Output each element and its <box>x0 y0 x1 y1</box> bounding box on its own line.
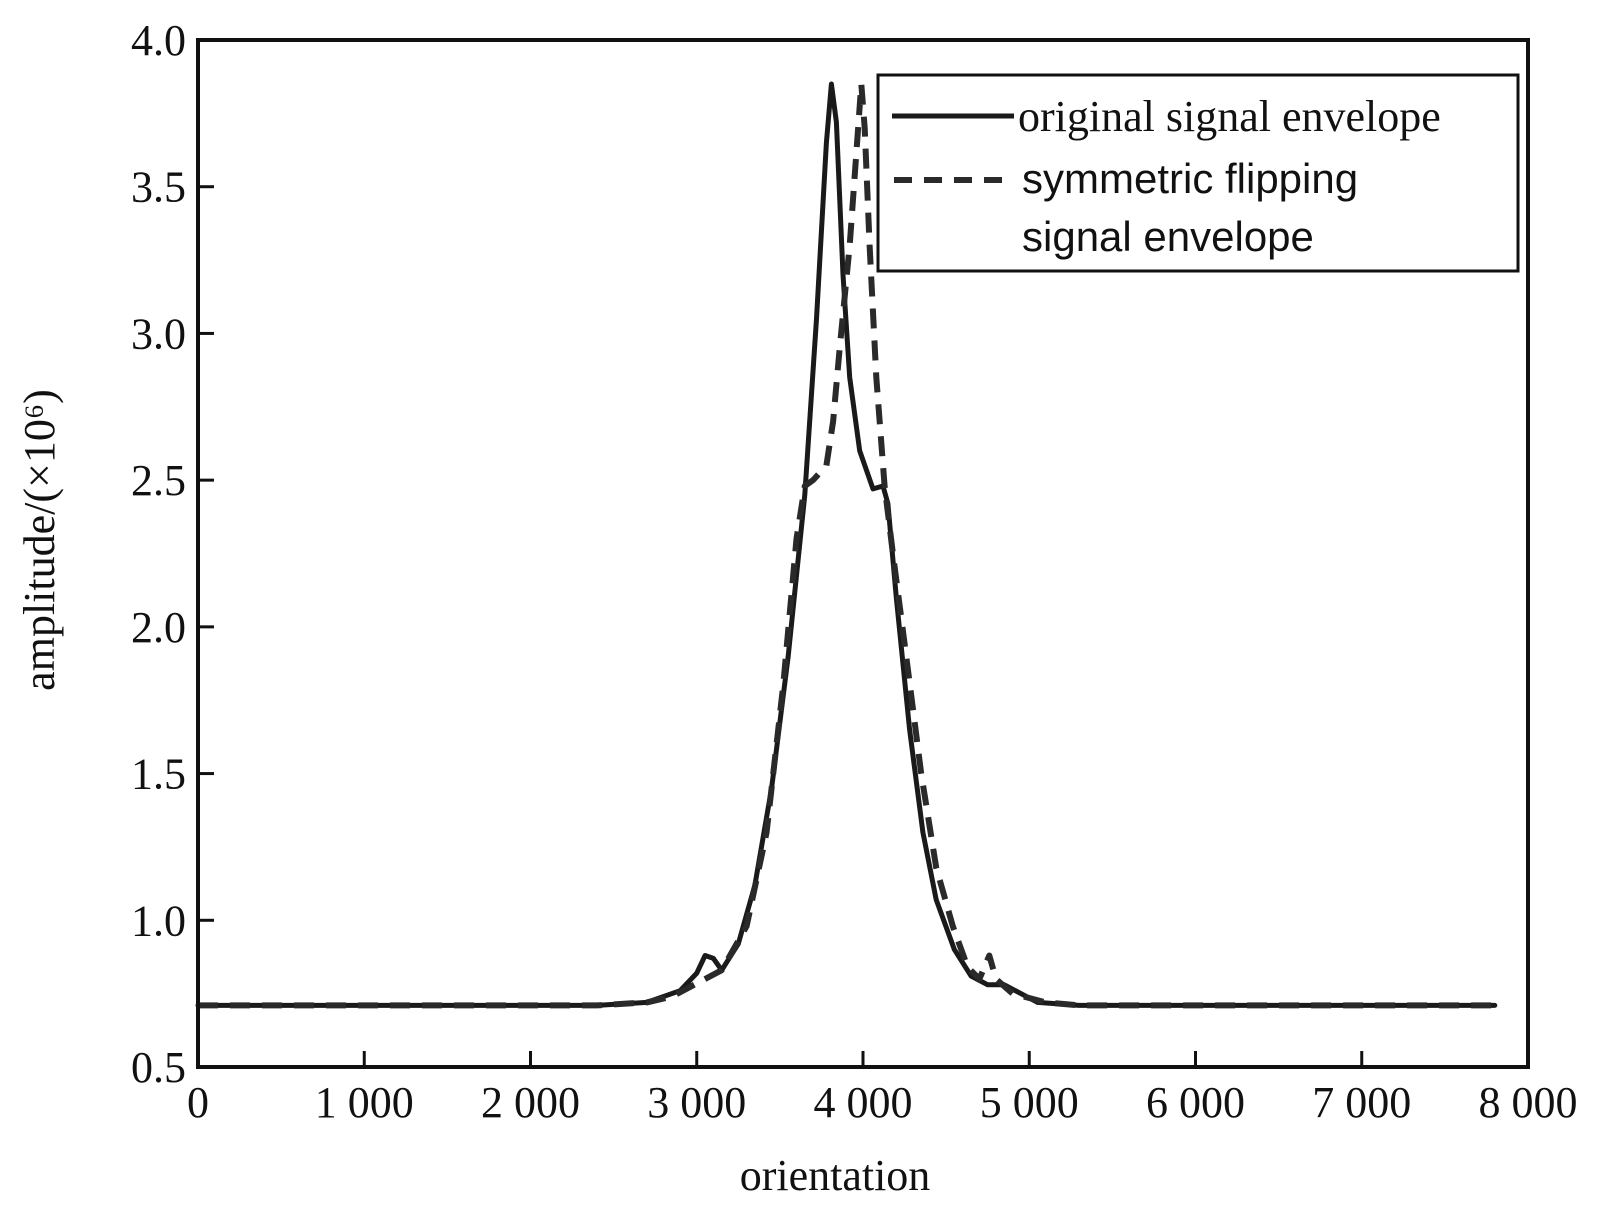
x-tick-label: 4 000 <box>814 1078 913 1127</box>
x-axis-title: orientation <box>740 1151 931 1200</box>
y-tick-label: 4.0 <box>131 16 186 65</box>
legend-label-symmetric-line2: signal envelope <box>1022 213 1314 260</box>
x-tick-label: 7 000 <box>1312 1078 1411 1127</box>
legend-label-symmetric: symmetric flipping signal envelope <box>1022 155 1370 260</box>
y-tick-label: 3.0 <box>131 309 186 358</box>
y-axis-title: amplitude/(×10⁶) <box>15 389 64 691</box>
y-tick-label: 1.5 <box>131 750 186 799</box>
axis-ticks <box>196 38 1530 1069</box>
x-tick-label: 6 000 <box>1146 1078 1245 1127</box>
x-tick-label: 1 000 <box>315 1078 414 1127</box>
axis-tick-labels: 0 1 000 2 000 3 000 4 000 5 000 6 000 7 000 8 00… <box>131 16 1578 1127</box>
legend-label-symmetric-line1: symmetric flipping <box>1022 155 1358 202</box>
y-tick-label: 2.0 <box>131 603 186 652</box>
x-tick-label: 8 000 <box>1479 1078 1578 1127</box>
legend: original signal envelope symmetric flipp… <box>876 73 1520 273</box>
legend-label-original: original signal envelope <box>1018 92 1441 141</box>
x-tick-label: 2 000 <box>481 1078 580 1127</box>
x-tick-label: 0 <box>187 1078 209 1127</box>
series-line-original <box>195 81 1498 1008</box>
x-tick-label: 3 000 <box>647 1078 746 1127</box>
series-line-symmetric <box>198 81 1495 1009</box>
y-tick-label: 3.5 <box>131 163 186 212</box>
x-tick-label: 5 000 <box>980 1078 1079 1127</box>
legend-box <box>876 73 1520 273</box>
y-tick-label: 1.0 <box>131 896 186 945</box>
y-tick-label: 2.5 <box>131 456 186 505</box>
y-tick-label: 0.5 <box>131 1043 186 1092</box>
